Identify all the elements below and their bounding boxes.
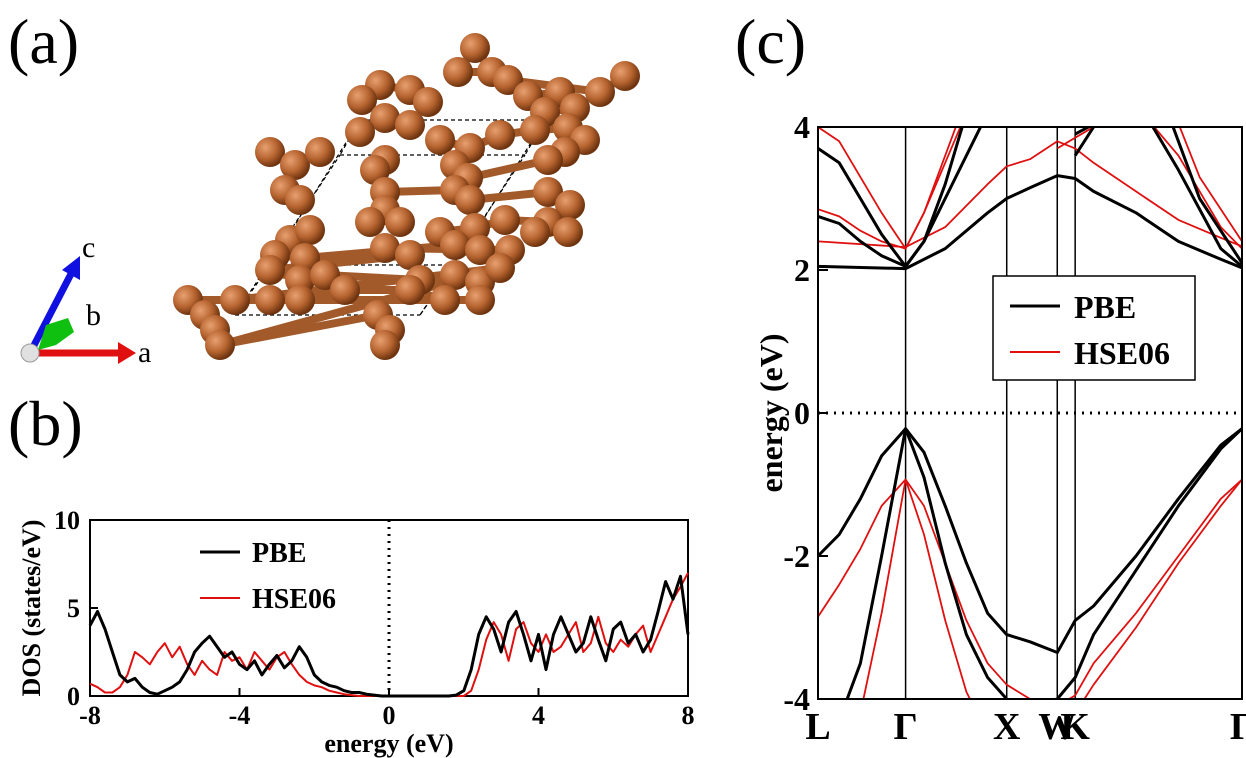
dos-xtick-label: 0: [383, 701, 396, 730]
atom: [465, 235, 495, 265]
band-ytick-label: -2: [783, 538, 810, 574]
atom: [255, 285, 285, 315]
dos-legend-hse06: HSE06: [252, 584, 336, 615]
panel-label-a: (a): [8, 6, 80, 77]
band-ytick-label: 0: [794, 395, 810, 431]
atom: [430, 285, 460, 315]
axes-indicator: a b c: [20, 231, 151, 369]
atom: [440, 230, 470, 260]
atom: [460, 33, 490, 63]
atoms: [173, 33, 640, 360]
panel-label-b: (b): [8, 388, 83, 459]
axis-label-c: c: [82, 231, 95, 264]
atom: [255, 137, 285, 167]
atom: [220, 285, 250, 315]
atom: [395, 110, 425, 140]
atom: [255, 255, 285, 285]
dos-ylabel: DOS (states/eV): [17, 520, 46, 697]
atom: [553, 217, 583, 247]
atom: [295, 215, 325, 245]
band-kpoint-label: K: [1060, 706, 1090, 748]
dos-legend-pbe: PBE: [252, 538, 306, 569]
band-line-pbe: [818, 127, 964, 268]
dos-chart: -8 -4 0 4 8 0 5 10 PBE HSE06 energy (eV) DOS (s…: [17, 506, 695, 758]
atom: [585, 77, 615, 107]
band-line-hse06: [1178, 127, 1242, 242]
band-kpoint-label: Γ: [894, 706, 918, 748]
dos-ytick-label: 5: [67, 594, 80, 623]
dos-xlabel: energy (eV): [324, 729, 453, 758]
atom: [330, 275, 360, 305]
band-legend-box: PBE HSE06: [992, 275, 1196, 381]
atom: [425, 125, 455, 155]
atom: [385, 207, 415, 237]
dos-ytick-label: 10: [54, 506, 80, 535]
atom: [533, 177, 563, 207]
band-plot-frame: [817, 126, 1243, 700]
atom: [345, 117, 375, 147]
band-kpoint-label: W: [1038, 706, 1076, 748]
atom: [555, 190, 585, 220]
atom: [455, 185, 485, 215]
atom: [493, 65, 523, 95]
atom: [520, 115, 550, 145]
atom: [285, 285, 315, 315]
atom: [370, 233, 400, 263]
atom: [533, 145, 563, 175]
band-kpoint-label: X: [993, 706, 1020, 748]
band-legend-hse06: HSE06: [1074, 335, 1170, 371]
band-ytick-label: 2: [794, 252, 810, 288]
atom: [465, 285, 495, 315]
atom: [413, 87, 443, 117]
atom: [347, 85, 377, 115]
band-line-pbe: [1074, 127, 1242, 264]
band-line-pbe: [818, 427, 1242, 654]
atom: [610, 61, 640, 91]
atom: [205, 330, 235, 360]
atom: [485, 253, 515, 283]
band-kpoint-label: L: [805, 706, 830, 748]
band-line-hse06: [862, 478, 971, 699]
band-legend-pbe: PBE: [1074, 289, 1136, 325]
atom: [305, 137, 335, 167]
dos-ytick-label: 0: [67, 682, 80, 711]
band-line-pbe: [818, 127, 983, 268]
atom: [485, 120, 515, 150]
panel-label-c: (c): [735, 6, 807, 77]
atom: [443, 57, 473, 87]
band-line-pbe: [818, 174, 1242, 271]
band-line-hse06: [1056, 127, 1242, 250]
atom: [520, 217, 550, 247]
band-kpoint-label: Γ: [1230, 706, 1246, 748]
band-line-hse06: [818, 478, 1242, 699]
dos-line-pbe: [88, 574, 690, 698]
axis-label-a: a: [138, 336, 151, 369]
band-line-pbe: [1073, 127, 1242, 268]
dos-xtick-label: 8: [682, 701, 695, 730]
band-ytick-label: 4: [794, 109, 810, 145]
atom: [440, 260, 470, 290]
band-line-hse06: [1083, 478, 1242, 699]
band-ytick-label: -4: [783, 681, 810, 717]
band-line-pbe: [845, 427, 1242, 699]
atom: [395, 240, 425, 270]
dos-xtick-label: -4: [229, 701, 251, 730]
atom: [285, 185, 315, 215]
dos-xtick-label: 4: [532, 701, 545, 730]
dos-line-hse06: [89, 572, 689, 697]
band-line-hse06: [818, 140, 1242, 249]
atom: [490, 205, 520, 235]
atom: [280, 150, 310, 180]
atom: [370, 330, 400, 360]
band-line-hse06: [818, 127, 957, 250]
crystal-structure-image: a b c: [20, 33, 640, 369]
band-ylabel: energy (eV): [753, 333, 789, 492]
atom: [370, 103, 400, 133]
dos-xtick-label: -8: [79, 701, 101, 730]
atom: [355, 207, 385, 237]
atom: [395, 275, 425, 305]
axis-label-b: b: [86, 299, 101, 332]
